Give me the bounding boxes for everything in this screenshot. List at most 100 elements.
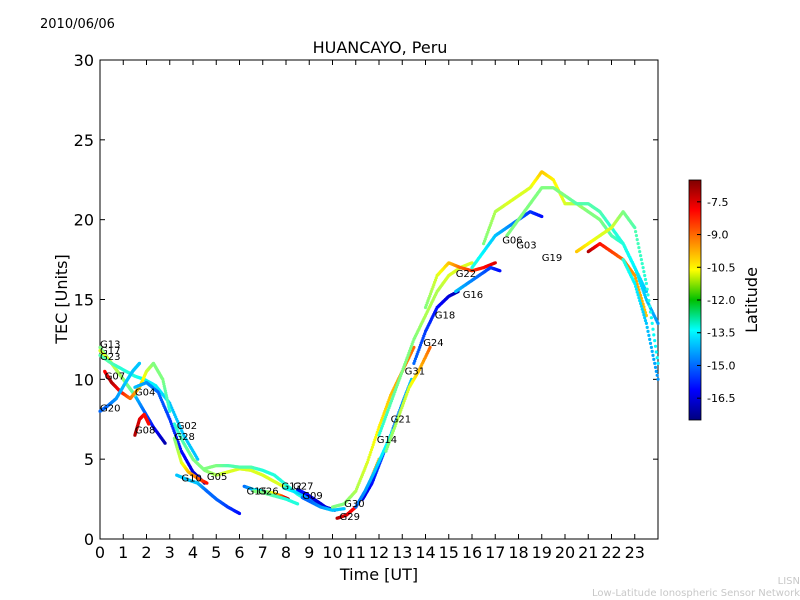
- satellite-label: G23: [100, 352, 120, 363]
- data-point: [638, 250, 642, 254]
- colorbar-tick-label: -16.5: [707, 392, 735, 405]
- data-point: [367, 455, 371, 459]
- data-point: [147, 422, 151, 426]
- data-point: [646, 293, 650, 297]
- y-tick-label: 0: [84, 530, 94, 549]
- data-point: [634, 230, 638, 234]
- satellite-label: G27: [293, 482, 313, 493]
- data-point: [634, 276, 638, 280]
- data-point: [642, 313, 646, 317]
- data-point: [648, 304, 652, 308]
- data-point: [654, 350, 658, 354]
- satellite-label: G18: [435, 311, 455, 322]
- series-g16: [454, 266, 502, 294]
- data-point: [373, 438, 377, 442]
- data-point: [640, 299, 644, 303]
- series-g10: [175, 473, 242, 516]
- x-tick-label: 18: [508, 543, 528, 562]
- data-point: [540, 214, 544, 219]
- data-point: [641, 266, 645, 270]
- x-tick-label: 1: [118, 543, 128, 562]
- x-tick-label: 8: [281, 543, 291, 562]
- data-point: [633, 226, 637, 230]
- satellite-label: G21: [391, 414, 411, 425]
- data-point: [163, 441, 167, 445]
- satellite-label: G22: [456, 269, 476, 280]
- data-point: [369, 448, 374, 452]
- series-g25: [575, 210, 660, 365]
- x-tick-label: 15: [439, 543, 459, 562]
- x-tick-label: 16: [462, 543, 482, 562]
- data-point: [639, 293, 643, 298]
- colorbar-tick-label: -10.5: [707, 261, 735, 274]
- data-point: [633, 281, 637, 286]
- x-tick-label: 3: [165, 543, 175, 562]
- series-g08: [133, 412, 151, 437]
- data-point: [342, 507, 346, 511]
- data-point: [205, 481, 209, 485]
- data-point: [648, 310, 653, 314]
- footer-network: Low-Latitude Ionospheric Sensor Network: [592, 588, 800, 599]
- x-axis-ticks: 0 1 2 3 4 5 6 7 8 9 10 11 12 13 14 15 16 17 18 19 20 21 22 23: [95, 60, 645, 562]
- data-point: [639, 296, 644, 300]
- data-point: [656, 361, 660, 365]
- data-point: [168, 409, 172, 413]
- footer-brand: LISN: [777, 576, 800, 587]
- series-g09: [300, 495, 346, 512]
- satellite-label: G31: [405, 367, 425, 378]
- data-point: [642, 305, 646, 309]
- satellite-label: G20: [100, 403, 120, 414]
- x-tick-label: 7: [258, 543, 268, 562]
- colorbar-label: Latitude: [742, 267, 761, 333]
- data-point: [470, 261, 474, 265]
- data-point: [651, 353, 655, 357]
- data-point: [638, 291, 642, 295]
- data-point: [656, 321, 660, 325]
- y-tick-label: 25: [74, 131, 94, 150]
- satellite-label: G07: [105, 371, 125, 382]
- data-point: [374, 435, 378, 439]
- series-g11: [586, 242, 649, 318]
- data-point: [371, 443, 375, 447]
- x-tick-label: 14: [415, 543, 435, 562]
- x-tick-label: 11: [346, 543, 366, 562]
- data-point: [656, 377, 660, 381]
- data-point: [366, 458, 370, 462]
- data-point: [365, 460, 369, 464]
- data-point: [372, 440, 376, 444]
- data-point: [639, 254, 643, 258]
- x-tick-label: 20: [555, 543, 575, 562]
- data-point: [647, 299, 651, 303]
- satellite-label: G30: [344, 499, 364, 510]
- data-point: [643, 273, 647, 278]
- satellite-label: G15: [247, 486, 267, 497]
- x-tick-label: 23: [625, 543, 645, 562]
- x-tick-label: 13: [392, 543, 412, 562]
- data-point: [655, 373, 659, 377]
- data-point: [412, 345, 416, 349]
- data-point: [196, 457, 200, 461]
- series-g20: [98, 361, 142, 413]
- data-point: [644, 313, 649, 318]
- data-point: [634, 287, 639, 291]
- colorbar-tick-label: -9.0: [707, 229, 728, 242]
- data-point: [639, 301, 643, 306]
- data-point: [637, 296, 641, 300]
- data-point: [653, 365, 658, 369]
- y-tick-label: 5: [84, 450, 94, 469]
- satellite-label: G12: [281, 482, 301, 493]
- data-point: [638, 299, 642, 303]
- data-point: [376, 428, 380, 432]
- data-point: [643, 316, 647, 320]
- satellite-label: G03: [516, 240, 536, 251]
- data-point: [639, 258, 644, 262]
- data-point: [648, 341, 653, 345]
- series-g05: [203, 464, 311, 503]
- x-tick-label: 10: [322, 543, 342, 562]
- x-axis-label: Time [UT]: [339, 565, 418, 584]
- satellite-label: G29: [340, 512, 360, 523]
- satellite-label: G17: [100, 346, 120, 357]
- data-point: [646, 329, 650, 333]
- data-point: [643, 308, 647, 312]
- data-point: [649, 345, 654, 349]
